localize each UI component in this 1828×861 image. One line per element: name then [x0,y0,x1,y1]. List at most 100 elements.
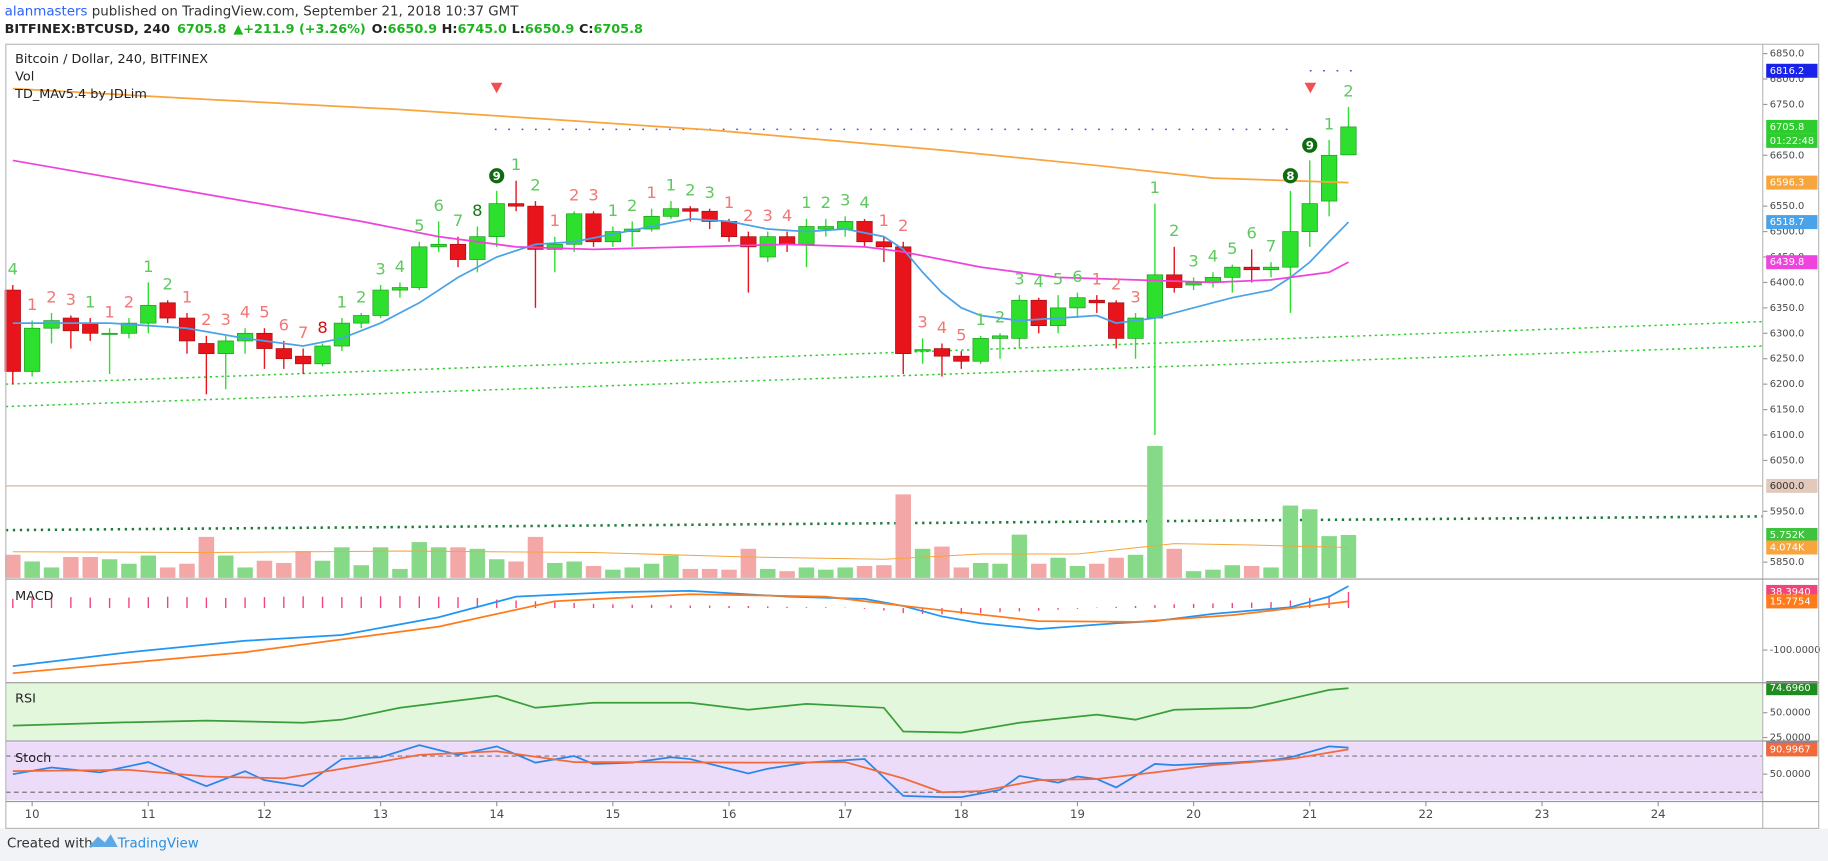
y-tick-label: 6550.0 [1770,201,1805,212]
candle-body [875,241,892,248]
volume-bar [972,562,989,578]
value-label-box [1766,540,1818,555]
candle-body [662,208,680,217]
series-line [12,687,1349,734]
footer-text: Created with [7,837,93,852]
y-tick-label: 6050.0 [1770,455,1805,466]
header-line: alanmasters published on TradingView.com… [5,5,520,20]
candle-body [1321,154,1338,202]
x-tick-label: 20 [1186,807,1201,821]
footer-brand[interactable]: TradingView [117,837,199,852]
td-count: 2 [898,216,908,235]
volume-bar [353,565,369,578]
volume-bar [1031,563,1047,578]
td-count: 3 [66,290,76,309]
level-label: 6000.0 [1770,481,1805,492]
candle-body [4,289,21,372]
volume-bar [1127,554,1144,578]
x-tick-label: 18 [954,807,969,821]
volume-bar [1050,557,1066,578]
candle-body [895,246,912,354]
volume-bar [1185,571,1202,578]
volume-bar [721,569,737,578]
td-count: 2 [685,181,695,200]
value-label: 74.6960 [1770,683,1811,694]
volume-bar [314,560,331,578]
td-count: 3 [763,206,773,225]
volume-bar [1089,563,1105,578]
td-count: 4 [8,259,18,278]
td-count: 1 [1092,270,1102,289]
published: published on TradingView.com, September … [88,5,520,20]
author[interactable]: alanmasters [5,5,88,20]
x-tick-label: 21 [1302,807,1317,821]
value-label: 5.752K [1770,530,1805,541]
td-count: 7 [298,323,308,342]
td-count: 3 [917,313,927,332]
ohlc-value: 6650.9 [525,22,574,37]
y-tick-label: 6800.0 [1770,74,1805,85]
volume-bar [914,548,931,578]
volume-bar [24,561,40,578]
volume-bar [992,563,1008,578]
volume-bar [450,547,466,578]
value-label: 38.3940 [1770,587,1811,598]
frame [5,43,1820,829]
td-count: 1 [975,310,985,329]
td-count: 2 [569,186,579,205]
candle-body [701,210,718,222]
candle-body [449,243,467,260]
candle-body [1301,203,1318,232]
td-count: 7 [1266,236,1276,255]
volume-bar [663,555,679,578]
td-count: 2 [627,196,637,215]
series-line [12,748,1349,794]
volume-bar [1069,565,1086,578]
volume-bar [488,559,505,578]
candle-body [1282,231,1299,268]
candle-body [837,221,854,230]
td-count: 9 [493,169,501,183]
level-label-box [1766,478,1818,493]
candle-body [933,348,951,357]
td-count: 1 [1150,178,1160,197]
value-label-box [1766,175,1818,190]
candle-body [682,208,699,212]
volume-bar [605,569,621,578]
value-label: 6439.8 [1770,257,1805,268]
value-label-box [1766,255,1818,270]
series-line [12,744,1349,799]
x-tick-label: 11 [141,807,156,821]
volume-bar [469,548,486,578]
td-count: 1 [550,211,560,230]
trendline [5,515,1763,532]
volume-bar [876,565,892,578]
value-label-box [1766,742,1818,757]
series-line [12,218,1350,347]
series-line [12,593,1349,675]
volume-bar [334,547,350,578]
td-count: 4 [1034,272,1044,291]
td-count: 2 [201,310,211,329]
x-tick-label: 19 [1070,807,1085,821]
volume-bar [1166,548,1182,578]
candle-body [527,205,544,250]
td-count: 3 [1130,287,1140,306]
x-tick-label: 15 [605,807,620,821]
panel-background [5,742,1763,801]
candle-body [391,287,409,291]
td-count: 6 [1246,224,1256,243]
td-count: 2 [124,292,134,311]
trendline [5,320,1763,385]
volume-bar [934,546,950,578]
y-tick-label: 6200.0 [1770,379,1805,390]
y-tick-label: 6850.0 [1770,49,1805,60]
volume-bar [837,567,853,578]
candle-body [740,236,757,248]
candle-body [914,349,931,352]
y-tick-label: 6400.0 [1770,277,1805,288]
ohlc-value: 6745.0 [458,22,507,37]
td-count: 3 [588,186,598,205]
symbol: BITFINEX:BTCUSD, 240 [5,22,170,37]
candle-body [779,236,796,245]
